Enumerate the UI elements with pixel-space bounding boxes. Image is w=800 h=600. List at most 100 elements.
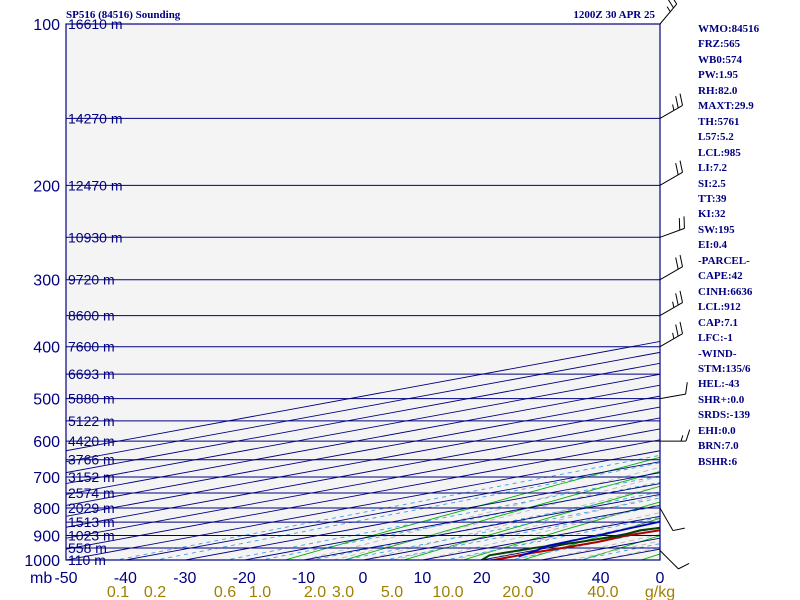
height-label: 8600 m [68,308,115,324]
wind-barb-half-flag [680,435,684,442]
wind-barb-staff [659,302,683,317]
wind-barb-staff [659,171,683,186]
wind-barb [659,93,684,119]
plot-area [66,24,660,560]
stat-item: LI:7.2 [698,162,728,175]
stat-item: LCL:985 [698,146,741,159]
wind-barb-flag [678,562,690,570]
stat-item: LCL:912 [698,301,741,314]
stat-item: -WIND- [698,347,737,360]
wind-barb-half-flag [672,301,675,308]
isotherm [182,472,660,560]
mixing-ratio-label: 2.0 [304,584,326,600]
height-label: 3766 m [68,452,115,468]
moist-adiabat [362,485,660,560]
stat-item: SRDS:-139 [698,409,750,422]
temperature-tick-label: -30 [173,570,196,587]
pressure-tick-label: 500 [33,392,60,409]
plot-background [66,24,660,560]
wind-barb-flag [685,382,688,395]
height-label: 4420 m [68,433,115,449]
wind-barb-flag [667,0,674,9]
stat-item: SI:2.5 [698,177,726,190]
height-label: 6693 m [68,366,115,382]
height-label: 2574 m [68,485,115,501]
pressure-tick-label: 600 [33,434,60,451]
stat-item: WMO:84516 [698,23,760,35]
isotherm [66,417,660,528]
moist-adiabat [422,503,660,560]
mixing-ratio-line [113,454,660,560]
temperature-tick-label: -50 [54,570,77,587]
stat-item: FRZ:565 [698,38,741,51]
mixing-ratio-label: 40.0 [587,584,618,600]
stat-item: CAPE:42 [698,270,743,283]
mixing-ratio-line [154,462,660,560]
height-label: 1513 m [68,514,115,530]
pressure-tick-label: 400 [33,340,60,357]
mixing-ratio-label: 5.0 [381,584,403,600]
isotherm [66,450,660,560]
temperature-tick-label: -10 [292,570,315,587]
stat-item: TT:39 [698,192,727,205]
mixing-ratio-line [258,481,660,560]
height-label: 7600 m [68,339,115,355]
height-label: 12470 m [68,177,122,193]
plot-frame [65,23,661,561]
wind-barb-flag [679,321,684,334]
wind-barb-flag [679,290,684,303]
sounding-indices-panel: WMO:84516 FRZ:565 WB0:574 PW:1.95 RH:82.0 MAX… [698,22,800,470]
wind-barb-flag [675,163,679,175]
wind-barb-flag [675,257,679,270]
height-label: 16610 m [68,16,122,32]
mixing-ratio-line [507,529,660,560]
wind-barb-staff [659,3,678,25]
wind-barb [659,550,690,570]
wind-barb-flag [672,527,685,532]
temperature-tick-label: -20 [233,570,256,587]
wind-barb-flag [675,293,679,306]
mixing-ratio-label: g/kg [645,584,675,600]
isotherm [66,428,660,539]
stat-item: RH:82.0 [698,84,738,97]
dry-adiabat [402,485,660,560]
stat-item: WB0:574 [698,53,742,66]
mixing-ratio-label: 0.2 [144,584,166,600]
temperature-tick-label: 40 [592,570,610,587]
pressure-tick-label: 700 [33,470,60,487]
stat-item: -PARCEL- [698,254,750,267]
wind-barb-flag [679,254,684,267]
isotherm [66,439,660,550]
stat-item: EHI:0.0 [698,424,736,437]
wind-barb-staff [659,333,683,348]
isotherm [66,384,660,495]
mixing-ratio-label: 1.0 [249,584,271,600]
mixing-ratio-line [223,475,660,560]
valid-time: 1200Z 30 APR 25 [573,9,655,21]
pressure-unit-label: mb [30,570,52,587]
stat-item: L57:5.2 [698,131,734,144]
height-label: 2029 m [68,500,115,516]
temperature-tick-label: 20 [473,570,491,587]
pressure-tick-label: 300 [33,273,60,290]
wind-barb [659,160,684,186]
pressure-tick-label: 800 [33,501,60,518]
dry-adiabat [461,501,660,560]
moist-adiabat [333,476,660,560]
wind-barb [659,321,684,348]
wind-barb-half-flag [672,332,675,339]
height-label: 9720 m [68,272,115,288]
wind-barb-staff [659,393,686,400]
mixing-ratio-line [309,491,660,560]
station-title: SP516 (84516) Sounding [66,9,181,21]
stat-item: SHR+:0.0 [698,393,745,406]
pressure-tick-label: 200 [33,178,60,195]
wind-barb-staff [659,550,679,570]
mixing-ratio-line [442,516,660,560]
temperature-tick-label: 0 [656,570,665,587]
height-label: 3152 m [68,469,115,485]
wind-barb [660,429,691,442]
stat-item: SW:195 [698,223,735,236]
wind-barb-staff [659,266,683,281]
mixing-ratio-line [341,497,660,560]
